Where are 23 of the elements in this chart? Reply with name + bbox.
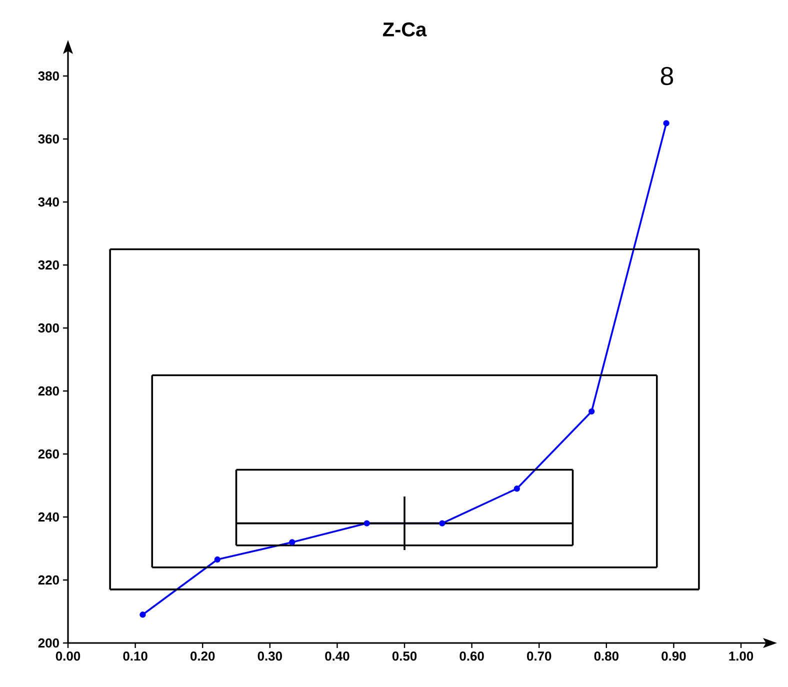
x-tick-label: 0.80 — [594, 651, 618, 661]
x-tick-label: 0.20 — [190, 651, 215, 661]
x-tick-label: 1.00 — [729, 651, 754, 661]
y-tick-label: 220 — [38, 575, 59, 585]
y-tick-label: 280 — [38, 386, 59, 396]
y-tick-label: 300 — [38, 323, 59, 333]
y-tick-label: 380 — [38, 71, 59, 81]
y-tick-label: 200 — [38, 638, 59, 648]
y-tick-label: 260 — [38, 449, 59, 459]
annotation: 8 — [660, 66, 674, 86]
y-tick-label: 340 — [38, 197, 59, 207]
x-tick-label: 0.30 — [258, 651, 282, 661]
x-tick-label: 0.90 — [662, 651, 686, 661]
y-tick-label: 320 — [38, 260, 59, 270]
chart-title: Z-Ca — [382, 22, 427, 36]
y-tick-label: 360 — [38, 134, 59, 144]
x-tick-label: 0.70 — [527, 651, 552, 661]
x-tick-label: 0.60 — [460, 651, 484, 661]
x-tick-label: 0.40 — [325, 651, 350, 661]
x-tick-label: 0.00 — [56, 651, 80, 661]
x-tick-label: 0.50 — [392, 651, 417, 661]
x-tick-label: 0.10 — [123, 651, 148, 661]
y-tick-label: 240 — [38, 512, 59, 522]
